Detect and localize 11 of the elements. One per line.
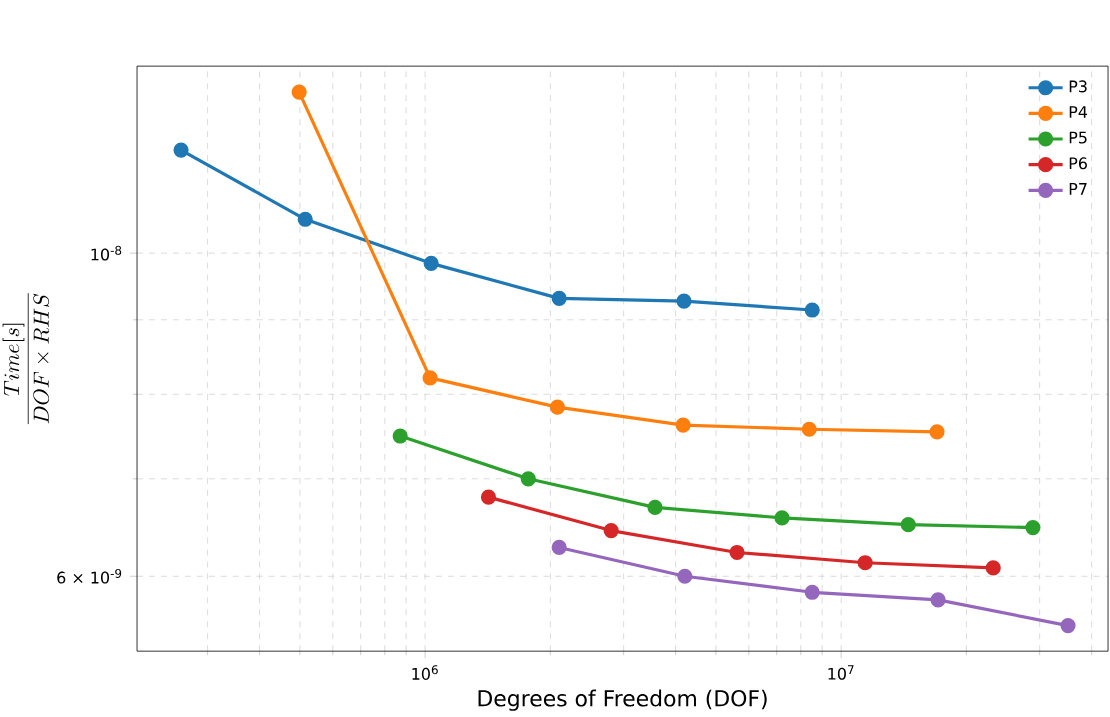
y-tick-label: 6 × 10$^{-9}$ (57, 568, 122, 584)
legend-label: P4 (1069, 106, 1088, 118)
legend-label: P5 (1069, 131, 1087, 144)
legend-label: P6 (1069, 157, 1087, 170)
x-tick-label: 10$^{7}$ (828, 665, 854, 680)
y-axis-title: $\frac{Time[s]}{DOF\times RHS}$ (2, 293, 50, 425)
legend-label: P7 (1069, 183, 1087, 195)
legend-label: P3 (1069, 80, 1087, 93)
x-tick-label: 10$^{6}$ (412, 665, 438, 680)
y-tick-label: 10$^{-8}$ (91, 245, 122, 261)
x-axis-title: Degrees of Freedom (DOF) (478, 689, 767, 711)
